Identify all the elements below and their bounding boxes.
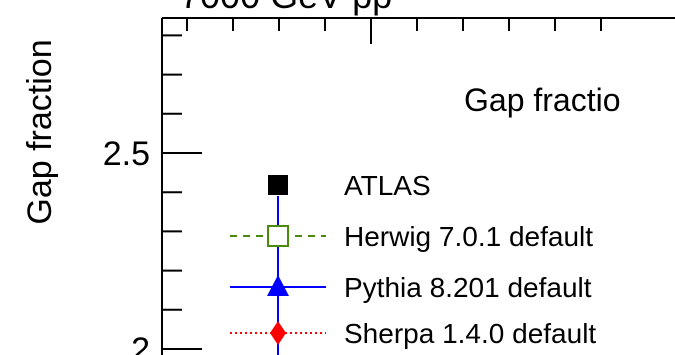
legend-entry-4: Sherpa 1.4.0 default [230, 318, 596, 349]
y-tick-label: 2 [131, 331, 150, 355]
legend-label: Sherpa 1.4.0 default [344, 318, 596, 349]
legend-marker [270, 321, 286, 345]
legend-entry-3: Pythia 8.201 default [230, 272, 592, 303]
legend-entry-2: Herwig 7.0.1 default [230, 221, 593, 252]
legend: ATLAS Herwig 7.0.1 default Pythia 8.201 de… [230, 170, 596, 349]
axis-ticks [162, 18, 602, 350]
legend-marker [267, 275, 289, 296]
legend-label: ATLAS [344, 170, 431, 201]
plot-annotation: Gap fractio [464, 82, 621, 118]
legend-marker [267, 225, 289, 247]
legend-entry-1: ATLAS [268, 170, 431, 201]
y-tick-labels: 2.52 [103, 135, 150, 355]
legend-label: Herwig 7.0.1 default [344, 221, 593, 252]
legend-marker [268, 175, 288, 195]
chart-title: 7000 GeV pp [180, 0, 392, 16]
legend-label: Pythia 8.201 default [344, 272, 592, 303]
y-tick-label: 2.5 [103, 135, 150, 173]
y-axis-label: Gap fraction [21, 39, 59, 224]
